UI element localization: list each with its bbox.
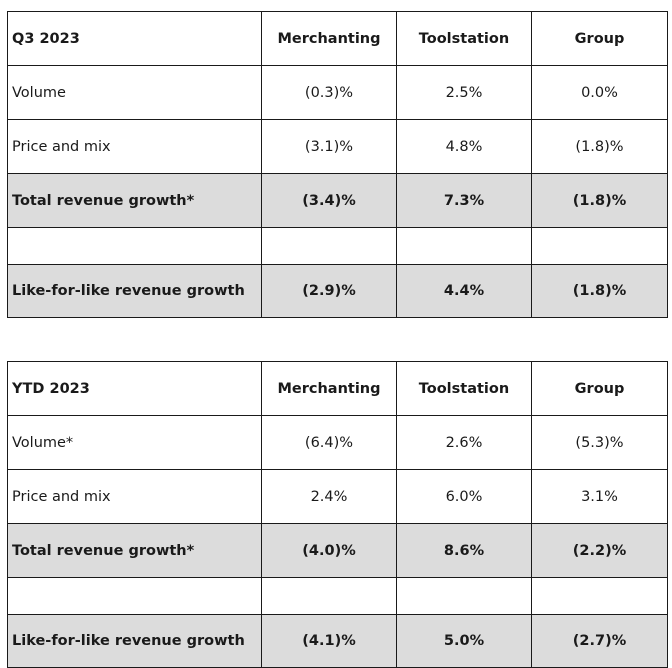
table-row-total-revenue-growth: Total revenue growth* (4.0)% 8.6% (2.2)%	[7, 523, 668, 578]
row-label: Total revenue growth*	[7, 173, 262, 228]
toolstation-value: 7.3%	[396, 173, 532, 228]
table-header-row: YTD 2023 Merchanting Toolstation Group	[7, 361, 668, 416]
ytd-2023-revenue-table: YTD 2023 Merchanting Toolstation Group V…	[7, 361, 668, 668]
table-row-total-revenue-growth: Total revenue growth* (3.4)% 7.3% (1.8)%	[7, 173, 668, 228]
group-value: (2.2)%	[531, 523, 668, 578]
table-spacer-row	[7, 577, 668, 615]
table-row-price-and-mix: Price and mix 2.4% 6.0% 3.1%	[7, 469, 668, 524]
row-label: Like-for-like revenue growth	[7, 264, 262, 318]
merchanting-value: (4.0)%	[261, 523, 397, 578]
spacer-cell	[7, 227, 262, 265]
toolstation-header: Toolstation	[396, 11, 532, 66]
period-header: Q3 2023	[7, 11, 262, 66]
toolstation-value: 6.0%	[396, 469, 532, 524]
merchanting-value: (3.4)%	[261, 173, 397, 228]
table-row-volume: Volume (0.3)% 2.5% 0.0%	[7, 65, 668, 120]
group-header: Group	[531, 11, 668, 66]
table-header-row: Q3 2023 Merchanting Toolstation Group	[7, 11, 668, 66]
table-row-price-and-mix: Price and mix (3.1)% 4.8% (1.8)%	[7, 119, 668, 174]
group-value: (2.7)%	[531, 614, 668, 668]
merchanting-value: (2.9)%	[261, 264, 397, 318]
spacer-cell	[531, 227, 668, 265]
merchanting-value: (4.1)%	[261, 614, 397, 668]
row-label: Volume	[7, 65, 262, 120]
group-value: (5.3)%	[531, 415, 668, 470]
table-row-volume: Volume* (6.4)% 2.6% (5.3)%	[7, 415, 668, 470]
merchanting-header: Merchanting	[261, 11, 397, 66]
row-label: Total revenue growth*	[7, 523, 262, 578]
merchanting-value: (3.1)%	[261, 119, 397, 174]
group-value: 0.0%	[531, 65, 668, 120]
table-spacer-row	[7, 227, 668, 265]
row-label: Price and mix	[7, 119, 262, 174]
row-label: Price and mix	[7, 469, 262, 524]
merchanting-value: (0.3)%	[261, 65, 397, 120]
spacer-cell	[261, 227, 397, 265]
merchanting-value: 2.4%	[261, 469, 397, 524]
row-label: Like-for-like revenue growth	[7, 614, 262, 668]
group-value: (1.8)%	[531, 264, 668, 318]
group-value: (1.8)%	[531, 119, 668, 174]
toolstation-header: Toolstation	[396, 361, 532, 416]
spacer-cell	[396, 577, 532, 615]
merchanting-value: (6.4)%	[261, 415, 397, 470]
toolstation-value: 2.5%	[396, 65, 532, 120]
toolstation-value: 8.6%	[396, 523, 532, 578]
row-label: Volume*	[7, 415, 262, 470]
spacer-cell	[261, 577, 397, 615]
table-row-like-for-like-revenue-growth: Like-for-like revenue growth (4.1)% 5.0%…	[7, 614, 668, 668]
toolstation-value: 5.0%	[396, 614, 532, 668]
table-row-like-for-like-revenue-growth: Like-for-like revenue growth (2.9)% 4.4%…	[7, 264, 668, 318]
group-value: 3.1%	[531, 469, 668, 524]
spacer-cell	[396, 227, 532, 265]
q3-2023-revenue-table: Q3 2023 Merchanting Toolstation Group Vo…	[7, 11, 668, 318]
spacer-cell	[7, 577, 262, 615]
spacer-cell	[531, 577, 668, 615]
group-header: Group	[531, 361, 668, 416]
toolstation-value: 4.8%	[396, 119, 532, 174]
toolstation-value: 4.4%	[396, 264, 532, 318]
toolstation-value: 2.6%	[396, 415, 532, 470]
merchanting-header: Merchanting	[261, 361, 397, 416]
group-value: (1.8)%	[531, 173, 668, 228]
period-header: YTD 2023	[7, 361, 262, 416]
